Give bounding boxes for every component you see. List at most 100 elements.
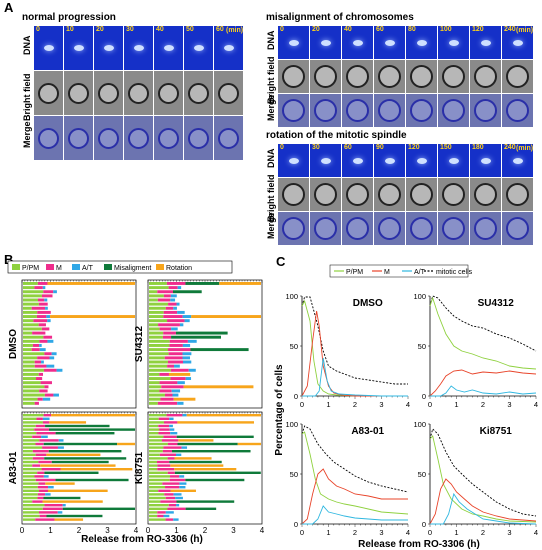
bar-segment xyxy=(23,298,38,302)
x-tick-label: 2 xyxy=(481,400,485,409)
y-tick-label: 0 xyxy=(294,520,298,529)
time-unit: (min) xyxy=(516,27,534,34)
x-tick-label: 4 xyxy=(534,400,538,409)
bar-segment xyxy=(167,360,183,364)
legend-box xyxy=(7,260,233,274)
bar-segment xyxy=(170,432,178,435)
micrograph-dna: 180 xyxy=(470,144,501,177)
bar-segment xyxy=(51,352,57,356)
bar-segment xyxy=(164,356,183,360)
x-tick-label: 0 xyxy=(20,526,25,535)
bar-segment xyxy=(168,504,177,507)
bar-segment xyxy=(170,298,176,302)
bar-segment xyxy=(31,306,46,310)
micrograph-bf xyxy=(502,178,533,211)
bar-segment xyxy=(149,377,171,380)
x-tick-label: 1 xyxy=(48,526,53,535)
legend-label: M xyxy=(384,269,390,276)
bar-segment xyxy=(163,514,170,518)
cell-outline xyxy=(158,82,179,104)
bar-subplot: SU4312 xyxy=(134,279,263,409)
bar-segment xyxy=(23,364,35,368)
micrograph-bf xyxy=(470,178,501,211)
bar-segment xyxy=(23,385,45,389)
bar-segment xyxy=(60,468,133,471)
bar-segment xyxy=(159,327,172,331)
micrograph-mg xyxy=(342,212,373,245)
bar-segment xyxy=(43,290,54,294)
time-label: 40 xyxy=(344,26,352,33)
misalignment-panel: misalignment of chromosomes DNA 0 20 40 60 80… xyxy=(266,12,538,132)
time-label: 0 xyxy=(280,144,284,151)
bar-segment xyxy=(170,368,189,372)
bar-segment xyxy=(149,482,163,485)
x-tick-label: 3 xyxy=(105,526,110,535)
bar-segment xyxy=(149,393,165,397)
chromosome-signal xyxy=(288,157,299,164)
bar-segment xyxy=(170,377,186,380)
x-tick-label: 1 xyxy=(326,528,330,537)
bar-segment xyxy=(23,475,35,478)
legend-label: P/PM xyxy=(22,265,39,272)
bar-segment xyxy=(178,439,214,442)
micrograph-mg xyxy=(214,116,243,160)
bar-segment xyxy=(55,478,129,482)
cell-outline xyxy=(410,65,433,88)
bar-segment xyxy=(23,432,37,435)
x-tick-label: 0 xyxy=(300,528,304,537)
bar-segment xyxy=(53,393,59,397)
time-label: 150 xyxy=(440,144,452,151)
bar-segment xyxy=(179,482,187,485)
bar-segment xyxy=(23,282,38,285)
bar-segment xyxy=(162,335,172,339)
bar-segment xyxy=(54,518,84,521)
bar-segment xyxy=(50,315,136,318)
cell-outline xyxy=(378,99,401,122)
x-tick-label: 2 xyxy=(353,400,357,409)
bar-segment xyxy=(23,464,33,467)
bar-segment xyxy=(185,478,245,482)
micrograph-bf xyxy=(64,71,93,115)
bar-segment xyxy=(149,356,165,360)
legend-label: M xyxy=(56,265,62,272)
bar-subplot: A83-01 0 1 2 3 4 xyxy=(8,411,139,535)
bar-segment xyxy=(185,377,192,380)
time-unit: (min) xyxy=(516,145,534,152)
bar-segment xyxy=(62,504,66,507)
micrograph-dna: 30 xyxy=(310,144,341,177)
bar-segment xyxy=(149,417,159,420)
panel-title: normal progression xyxy=(22,12,116,23)
bar-segment xyxy=(179,323,184,327)
bar-segment xyxy=(177,401,184,405)
bar-segment xyxy=(166,414,183,417)
bar-segment xyxy=(149,372,160,376)
micrograph-bf xyxy=(124,71,153,115)
bar-segment xyxy=(48,450,122,453)
row-label-dna: DNA xyxy=(22,35,32,56)
bar-segment xyxy=(157,401,178,405)
bar-segment xyxy=(165,496,176,500)
micrograph-dna: 50 xyxy=(184,26,213,70)
time-label: 120 xyxy=(408,144,420,151)
bar-segment xyxy=(168,302,177,306)
micrograph-dna: 100 xyxy=(438,26,469,59)
bar-segment xyxy=(149,424,159,428)
series-line xyxy=(429,296,537,370)
bar-segment xyxy=(190,348,249,352)
bar-segment xyxy=(38,511,58,514)
series-line xyxy=(302,357,408,397)
condition-label: SU4312 xyxy=(134,325,145,362)
bar-segment xyxy=(44,471,99,474)
bar-segment xyxy=(169,417,174,420)
bar-segment xyxy=(23,381,41,385)
micrograph-dna: 40 xyxy=(154,26,183,70)
bar-segment xyxy=(177,442,238,446)
bar-segment xyxy=(172,393,179,397)
micrograph-bf xyxy=(438,60,469,93)
bar-segment xyxy=(149,504,169,507)
row-label-dna: DNA xyxy=(266,30,276,50)
bar-segment xyxy=(149,306,166,310)
bar-segment xyxy=(169,424,173,428)
bar-segment xyxy=(45,424,110,428)
x-axis-label: Release from RO-3306 (h) xyxy=(81,534,203,545)
